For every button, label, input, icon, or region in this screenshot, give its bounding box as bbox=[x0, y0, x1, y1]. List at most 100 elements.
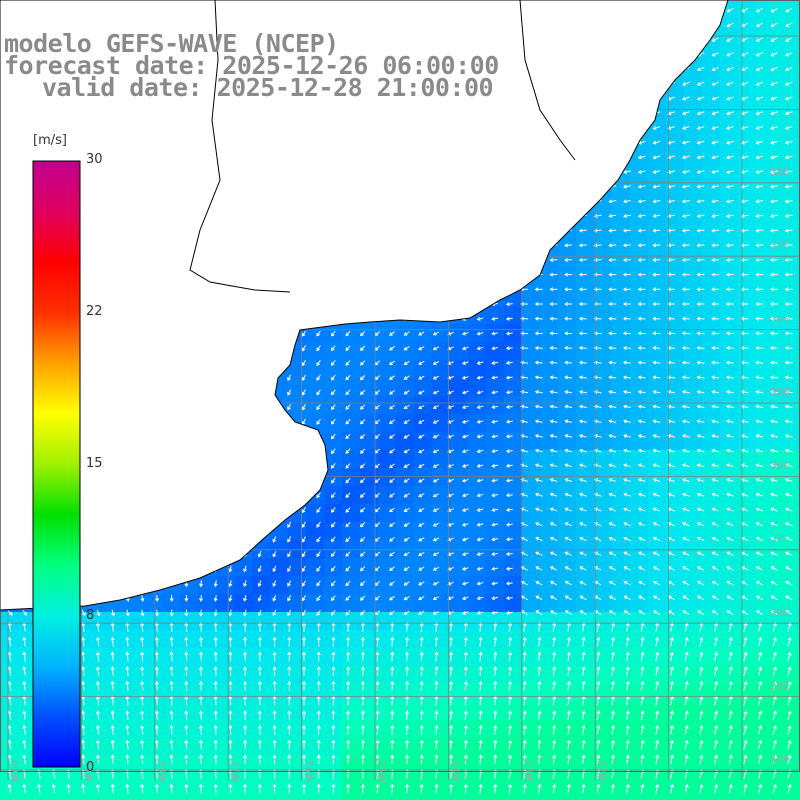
wind-cell bbox=[756, 468, 775, 487]
wind-cell bbox=[522, 720, 541, 739]
wind-cell bbox=[774, 306, 793, 325]
wind-cell bbox=[486, 576, 505, 595]
latitude-label: 35S bbox=[770, 387, 789, 398]
wind-cell bbox=[504, 756, 523, 775]
wind-cell bbox=[630, 252, 649, 271]
wind-cell bbox=[468, 594, 487, 613]
wind-cell bbox=[522, 324, 541, 343]
wind-cell bbox=[270, 774, 289, 793]
wind-cell bbox=[576, 792, 595, 800]
wind-cell bbox=[648, 288, 667, 307]
wind-cell bbox=[576, 522, 595, 541]
wind-cell bbox=[252, 720, 271, 739]
wind-cell bbox=[234, 738, 253, 757]
wind-cell bbox=[612, 720, 631, 739]
wind-cell bbox=[720, 432, 739, 451]
wind-cell bbox=[270, 648, 289, 667]
wind-cell bbox=[684, 576, 703, 595]
wind-cell bbox=[792, 666, 800, 685]
wind-cell bbox=[684, 378, 703, 397]
wind-cell bbox=[504, 702, 523, 721]
wind-cell bbox=[198, 612, 217, 631]
wind-cell bbox=[684, 720, 703, 739]
wind-cell bbox=[468, 468, 487, 487]
wind-cell bbox=[576, 702, 595, 721]
wind-cell bbox=[270, 594, 289, 613]
wind-cell bbox=[666, 414, 685, 433]
wind-cell bbox=[540, 270, 559, 289]
wind-cell bbox=[738, 72, 757, 91]
wind-cell bbox=[522, 522, 541, 541]
wind-cell bbox=[450, 342, 469, 361]
wind-cell bbox=[540, 792, 559, 800]
wind-cell bbox=[720, 18, 739, 37]
wind-cell bbox=[486, 684, 505, 703]
wind-cell bbox=[126, 630, 145, 649]
wind-cell bbox=[756, 576, 775, 595]
wind-cell bbox=[702, 342, 721, 361]
wind-cell bbox=[576, 378, 595, 397]
wind-cell bbox=[396, 720, 415, 739]
wind-cell bbox=[774, 342, 793, 361]
wind-cell bbox=[450, 612, 469, 631]
wind-cell bbox=[144, 720, 163, 739]
wind-cell bbox=[612, 324, 631, 343]
wind-cell bbox=[396, 522, 415, 541]
wind-cell bbox=[738, 414, 757, 433]
wind-cell bbox=[522, 666, 541, 685]
wind-cell bbox=[594, 234, 613, 253]
wind-cell bbox=[576, 720, 595, 739]
wind-cell bbox=[360, 576, 379, 595]
wind-cell bbox=[630, 216, 649, 235]
wind-cell bbox=[684, 198, 703, 217]
wind-cell bbox=[414, 342, 433, 361]
wind-cell bbox=[792, 234, 800, 253]
wind-cell bbox=[198, 630, 217, 649]
wind-cell bbox=[378, 666, 397, 685]
wind-cell bbox=[324, 450, 343, 469]
wind-cell bbox=[594, 702, 613, 721]
wind-cell bbox=[720, 342, 739, 361]
wind-cell bbox=[288, 612, 307, 631]
wind-cell bbox=[702, 504, 721, 523]
wind-cell bbox=[702, 702, 721, 721]
wind-cell bbox=[612, 378, 631, 397]
wind-cell bbox=[666, 360, 685, 379]
wind-cell bbox=[468, 756, 487, 775]
wind-cell bbox=[0, 666, 19, 685]
wind-cell bbox=[558, 702, 577, 721]
wind-cell bbox=[540, 684, 559, 703]
wind-cell bbox=[126, 720, 145, 739]
wind-cell bbox=[756, 270, 775, 289]
wind-cell bbox=[180, 594, 199, 613]
wind-cell bbox=[666, 486, 685, 505]
wind-cell bbox=[666, 504, 685, 523]
wind-cell bbox=[468, 360, 487, 379]
wind-cell bbox=[774, 90, 793, 109]
wind-cell bbox=[540, 648, 559, 667]
wind-cell bbox=[504, 612, 523, 631]
wind-cell bbox=[270, 558, 289, 577]
wind-cell bbox=[702, 414, 721, 433]
wind-cell bbox=[450, 414, 469, 433]
wind-cell bbox=[558, 486, 577, 505]
wind-cell bbox=[432, 594, 451, 613]
wind-cell bbox=[126, 702, 145, 721]
wind-cell bbox=[378, 414, 397, 433]
wind-cell bbox=[756, 360, 775, 379]
wind-cell bbox=[792, 684, 800, 703]
wind-cell bbox=[666, 90, 685, 109]
wind-cell bbox=[360, 522, 379, 541]
wind-cell bbox=[792, 522, 800, 541]
wind-cell bbox=[774, 144, 793, 163]
wind-cell bbox=[378, 630, 397, 649]
wind-cell bbox=[684, 342, 703, 361]
wind-cell bbox=[540, 468, 559, 487]
wind-cell bbox=[378, 576, 397, 595]
wind-cell bbox=[108, 648, 127, 667]
wind-cell bbox=[414, 648, 433, 667]
latitude-label: 38S bbox=[770, 607, 789, 618]
wind-cell bbox=[702, 684, 721, 703]
wind-cell bbox=[792, 774, 800, 793]
wind-cell bbox=[792, 378, 800, 397]
